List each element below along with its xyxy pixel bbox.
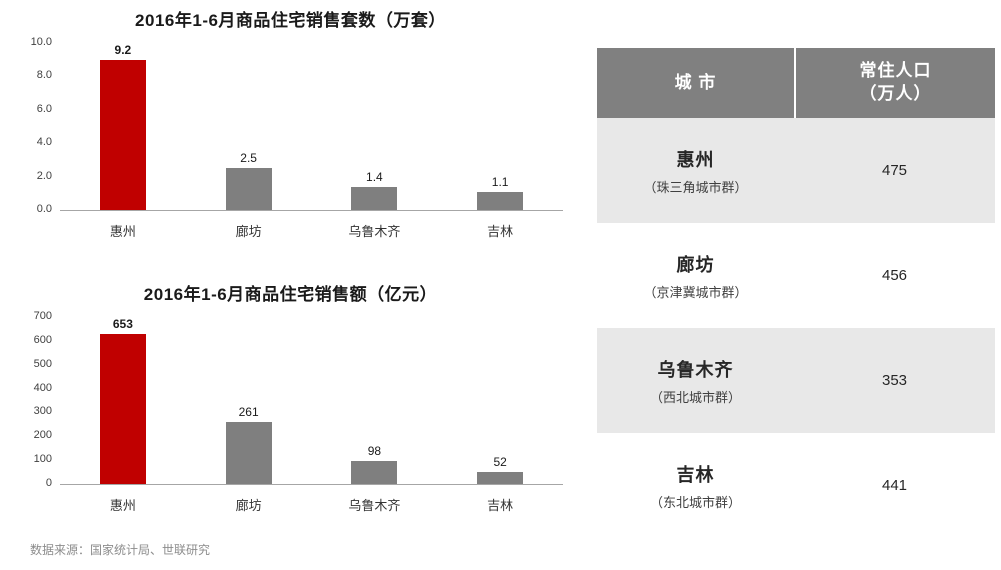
city-cell: 吉林 （东北城市群）	[597, 461, 794, 511]
x-category-label: 惠州	[109, 498, 136, 513]
bar-group: 1.1	[437, 43, 563, 210]
city-cell: 惠州 （珠三角城市群）	[597, 146, 794, 196]
x-category-label: 吉林	[487, 498, 514, 513]
y-tick-label: 300	[33, 405, 52, 418]
chart-title: 2016年1-6月商品住宅销售额（亿元）	[143, 285, 438, 304]
population-value: 456	[881, 267, 908, 284]
bar-group: 2.5	[186, 43, 312, 210]
table-header-population-line1: 常住人口	[859, 61, 932, 81]
charts-panel: 2016年1-6月商品住宅销售套数（万套） 10.0 8.0 6.0 4.0 2.0 0.…	[18, 6, 563, 514]
chart-body: 700 600 500 400 300 200 100 0 653 261 98 52	[18, 310, 563, 489]
chart-sales-value: 2016年1-6月商品住宅销售额（亿元） 700 600 500 400 300 200 1…	[18, 280, 563, 514]
x-category-label: 廊坊	[235, 498, 262, 513]
city-cell: 乌鲁木齐 （西北城市群）	[597, 356, 794, 406]
y-axis: 10.0 8.0 6.0 4.0 2.0 0.0	[18, 36, 60, 215]
y-tick-label: 100	[33, 453, 52, 466]
bar-group: 1.4	[312, 43, 438, 210]
y-axis: 700 600 500 400 300 200 100 0	[18, 310, 60, 489]
plot-area: 9.2 2.5 1.4 1.1	[60, 43, 563, 211]
x-axis-labels: 惠州 廊坊 乌鲁木齐 吉林	[60, 495, 563, 514]
bar	[99, 334, 146, 484]
x-category-label: 廊坊	[235, 224, 262, 239]
bar-value-label: 2.5	[240, 151, 257, 166]
y-tick-label: 0	[45, 477, 52, 489]
y-tick-label: 400	[33, 381, 52, 394]
chart-sales-units: 2016年1-6月商品住宅销售套数（万套） 10.0 8.0 6.0 4.0 2.0 0.…	[18, 6, 563, 240]
city-group: （珠三角城市群）	[643, 179, 748, 195]
y-tick-label: 10.0	[30, 36, 52, 48]
city-cell: 廊坊 （京津冀城市群）	[597, 251, 794, 301]
table-row: 吉林 （东北城市群） 441	[597, 433, 995, 538]
x-category-label: 惠州	[109, 224, 136, 239]
bar	[99, 60, 146, 210]
y-tick-label: 4.0	[36, 136, 52, 149]
city-group: （西北城市群）	[649, 389, 741, 405]
y-tick-label: 2.0	[36, 169, 52, 182]
table-row: 惠州 （珠三角城市群） 475	[597, 118, 995, 223]
city-name: 乌鲁木齐	[657, 359, 734, 380]
bar	[351, 460, 398, 484]
city-group: （京津冀城市群）	[643, 284, 748, 300]
table-header-population: 常住人口 （万人）	[796, 48, 995, 118]
bar-group: 52	[437, 317, 563, 484]
table-header-row: 城 市 常住人口 （万人）	[597, 48, 995, 118]
bar-group: 9.2	[60, 43, 186, 210]
bar-value-label: 261	[238, 404, 259, 419]
bar-value-label: 52	[493, 454, 507, 469]
city-group: （东北城市群）	[649, 494, 741, 510]
y-tick-label: 8.0	[36, 69, 52, 82]
population-value: 475	[881, 162, 908, 179]
y-tick-label: 700	[33, 310, 52, 322]
bar	[225, 168, 272, 210]
population-value: 353	[881, 372, 908, 389]
plot-area: 653 261 98 52	[60, 317, 563, 485]
city-name: 吉林	[676, 464, 715, 485]
y-tick-label: 200	[33, 429, 52, 442]
bar	[477, 191, 524, 210]
bar	[477, 471, 524, 484]
bar-value-label: 653	[112, 317, 133, 331]
y-tick-label: 600	[33, 333, 52, 346]
bar-value-label: 1.4	[366, 169, 383, 184]
city-name: 惠州	[676, 149, 715, 170]
table-header-population-line2: （万人）	[859, 84, 932, 103]
bar-group: 261	[186, 317, 312, 484]
table-row: 廊坊 （京津冀城市群） 456	[597, 223, 995, 328]
data-source-note: 数据来源：国家统计局、世联研究	[30, 543, 211, 557]
table-header-city: 城 市	[597, 48, 796, 118]
x-category-label: 乌鲁木齐	[348, 224, 401, 239]
chart-body: 10.0 8.0 6.0 4.0 2.0 0.0 9.2 2.5 1.4 1.1	[18, 36, 563, 215]
bar	[351, 186, 398, 210]
bar-value-label: 9.2	[114, 43, 132, 57]
population-value: 441	[881, 477, 908, 494]
bar-value-label: 98	[367, 443, 382, 458]
x-category-label: 吉林	[487, 224, 514, 239]
bar-group: 98	[312, 317, 438, 484]
table-row: 乌鲁木齐 （西北城市群） 353	[597, 328, 995, 433]
population-table: 城 市 常住人口 （万人） 惠州 （珠三角城市群） 475 廊坊 （京津冀城市群…	[597, 48, 995, 538]
bar-value-label: 1.1	[491, 174, 509, 189]
x-axis-labels: 惠州 廊坊 乌鲁木齐 吉林	[60, 221, 563, 240]
bar-group: 653	[60, 317, 186, 484]
y-tick-label: 0.0	[36, 203, 52, 215]
y-tick-label: 6.0	[36, 102, 52, 115]
y-tick-label: 500	[33, 357, 52, 370]
city-name: 廊坊	[676, 254, 715, 275]
x-category-label: 乌鲁木齐	[348, 498, 401, 513]
chart-title: 2016年1-6月商品住宅销售套数（万套）	[135, 11, 446, 30]
bar	[225, 421, 272, 484]
